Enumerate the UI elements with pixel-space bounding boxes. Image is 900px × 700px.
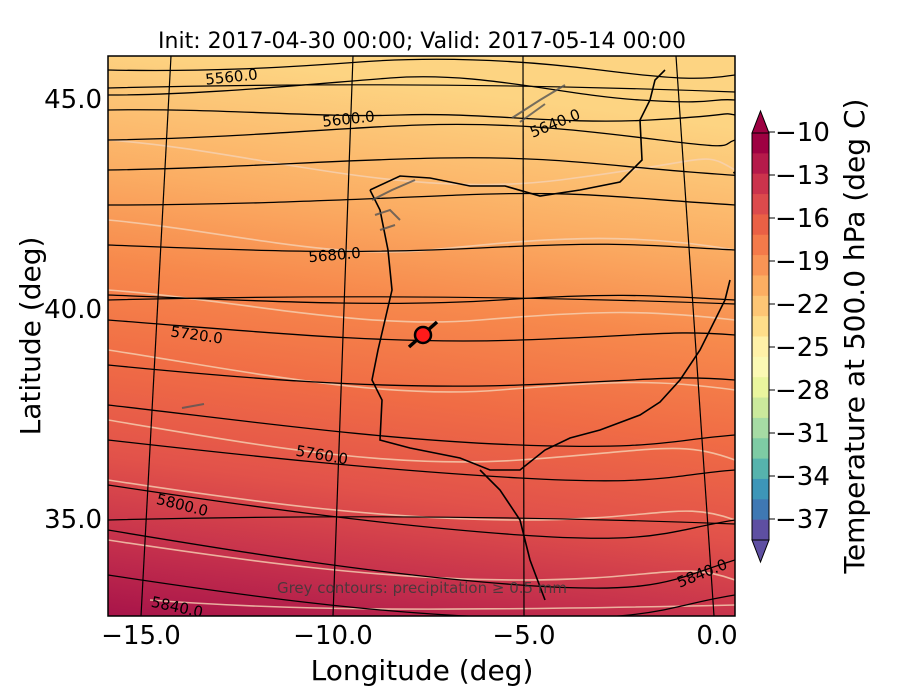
colorbar-tick-label: −25 (775, 333, 830, 363)
map-area: 5560.0 5600.0 5640.0 5680.0 5720.0 5760.… (108, 56, 735, 616)
colorbar-tick-group: −10 −13 −16 −19 −22 −25 −28 −31 −34 −37 (769, 118, 830, 535)
colorbar-swatch (752, 478, 769, 500)
colorbar-swatch (752, 173, 769, 195)
colorbar-swatch (752, 316, 769, 337)
colorbar-tick-label: −37 (775, 505, 830, 535)
height-contours (108, 58, 735, 616)
contour-label: 5680.0 (308, 244, 362, 267)
colorbar-tick-label: −13 (775, 161, 830, 191)
x-tick-label: −5.0 (492, 621, 555, 651)
colorbar-swatch (752, 377, 769, 399)
x-tick-label: 0.0 (696, 621, 737, 651)
x-tick-group: −15.0 −10.0 −5.0 0.0 (101, 621, 738, 651)
colorbar-swatch (752, 234, 769, 256)
colorbar-swatch (752, 275, 769, 297)
contour-label: 5600.0 (321, 107, 375, 130)
map-frame (107, 55, 736, 617)
map-title: Init: 2017-04-30 00:00; Valid: 2017-05-1… (158, 29, 686, 54)
colorbar-tick-label: −22 (775, 290, 830, 320)
colorbar-tick-label: −19 (775, 247, 830, 277)
colorbar-swatch (752, 499, 769, 521)
colorbar-swatch (752, 438, 769, 460)
colorbar-swatch (752, 356, 769, 378)
y-tick-label: 40.0 (44, 295, 102, 325)
colorbar-swatch (752, 295, 769, 317)
coastline (369, 69, 731, 601)
colorbar-swatch (752, 153, 769, 175)
y-axis-label: Latitude (deg) (14, 237, 47, 436)
colorbar-swatch (752, 458, 769, 480)
colorbar-swatch (752, 133, 769, 154)
contour-label: 5560.0 (204, 65, 258, 88)
y-tick-label: 45.0 (44, 85, 102, 115)
colorbar-extend-min (751, 539, 770, 564)
colorbar-swatch (752, 214, 769, 236)
precipitation-note: Grey contours: precipitation ≥ 0.5 mm (277, 579, 567, 597)
x-tick-label: −15.0 (101, 621, 181, 651)
x-axis-label: Longitude (deg) (311, 654, 534, 687)
precipitation-contours (181, 84, 566, 409)
colorbar-frame (751, 132, 770, 541)
y-tick-group: 45.0 40.0 35.0 (44, 85, 102, 535)
colorbar-tick-label: −31 (775, 419, 830, 449)
y-tick-label: 35.0 (44, 505, 102, 535)
colorbar-tick-label: −34 (775, 462, 830, 492)
colorbar-swatch (752, 194, 769, 215)
colorbar-extend-max (751, 109, 770, 134)
colorbar (751, 109, 770, 564)
colorbar-swatch (752, 397, 769, 419)
location-marker (407, 320, 439, 349)
colorbar-swatch (752, 519, 769, 541)
colorbar-swatch (752, 255, 769, 276)
colorbar-label: Temperature at 500.0 hPa (deg C) (838, 99, 871, 575)
colorbar-tick-label: −28 (775, 376, 830, 406)
colorbar-tick-label: −10 (775, 118, 830, 148)
colorbar-swatch (752, 417, 769, 439)
colorbar-swatch (752, 336, 769, 358)
colorbar-tick-label: −16 (775, 204, 830, 234)
graticule (108, 56, 735, 616)
x-tick-label: −10.0 (293, 621, 373, 651)
marker-dot (413, 325, 433, 345)
